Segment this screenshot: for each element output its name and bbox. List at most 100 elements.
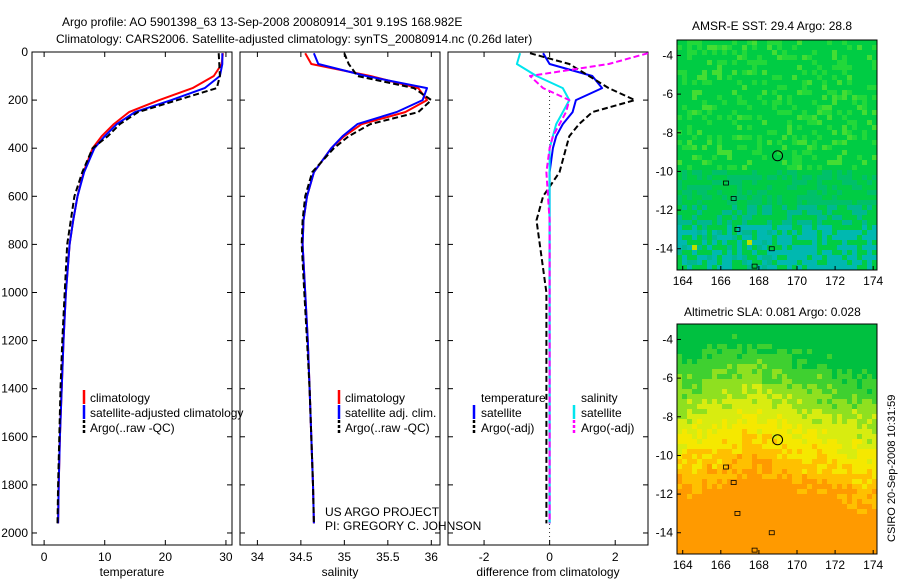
map-cell (812, 339, 818, 345)
map-cell (722, 424, 728, 430)
map-cell (817, 494, 823, 500)
map-cell (787, 479, 793, 485)
map-cell (702, 200, 708, 206)
map-cell (787, 409, 793, 415)
map-cell (687, 404, 693, 410)
map-cell (837, 55, 843, 61)
map-cell (837, 544, 843, 550)
map-cell (787, 45, 793, 51)
map-cell (762, 354, 768, 360)
map-cell (722, 65, 728, 71)
map-cell (872, 95, 878, 101)
map-cell (837, 494, 843, 500)
map-cell (817, 175, 823, 181)
map-cell (747, 45, 753, 51)
map-cell (762, 220, 768, 226)
map-cell (742, 155, 748, 161)
map-cell (827, 404, 833, 410)
map-cell (852, 539, 858, 545)
map-cell (787, 384, 793, 390)
project-note-line2: PI: GREGORY C. JOHNSON (325, 519, 481, 533)
map-cell (842, 504, 848, 510)
map-cell (737, 354, 743, 360)
map-cell (777, 524, 783, 530)
map-cell (772, 389, 778, 395)
map-cell (702, 344, 708, 350)
map-cell (707, 424, 713, 430)
map-cell (702, 534, 708, 540)
map-cell (797, 524, 803, 530)
map-cell (802, 235, 808, 241)
map-cell (682, 190, 688, 196)
map-cell (767, 499, 773, 505)
map-cell (742, 175, 748, 181)
map-cell (732, 220, 738, 226)
map-cell (677, 504, 683, 510)
map-cell (852, 90, 858, 96)
map-cell (697, 135, 703, 141)
map-cell (792, 155, 798, 161)
map-cell (717, 230, 723, 236)
map-cell (842, 549, 848, 555)
map-cell (817, 489, 823, 495)
map-cell (857, 225, 863, 231)
map-cell (742, 534, 748, 540)
map-cell (782, 404, 788, 410)
map-cell (762, 185, 768, 191)
map-cell (867, 419, 873, 425)
map-cell (812, 55, 818, 61)
map-cell (687, 459, 693, 465)
map-cell (837, 489, 843, 495)
map-cell (862, 459, 868, 465)
map-cell (767, 489, 773, 495)
map-cell (837, 255, 843, 261)
map-cell (832, 379, 838, 385)
map-cell (682, 424, 688, 430)
map-cell (827, 200, 833, 206)
map-cell (747, 175, 753, 181)
map-cell (762, 489, 768, 495)
map-cell (782, 245, 788, 251)
map-cell (867, 200, 873, 206)
map-cell (837, 499, 843, 505)
map-cell (677, 175, 683, 181)
map-cell (832, 324, 838, 330)
map-cell (792, 449, 798, 455)
x-axis-label: salinity (322, 565, 359, 579)
map-cell (697, 329, 703, 335)
map-cell (827, 75, 833, 81)
map-cell (702, 419, 708, 425)
map-cell (767, 509, 773, 515)
map-cell (687, 434, 693, 440)
map-cell (757, 260, 763, 266)
map-cell (697, 414, 703, 420)
map-cell (752, 50, 758, 56)
map-cell (782, 40, 788, 46)
map-cell (772, 190, 778, 196)
map-cell (712, 474, 718, 480)
map-cell (687, 230, 693, 236)
map-cell (702, 235, 708, 241)
island-outline (730, 196, 737, 201)
map-cell (692, 549, 698, 555)
map-cell (682, 85, 688, 91)
map-cell (712, 539, 718, 545)
map-cell (697, 364, 703, 370)
map-cell (717, 190, 723, 196)
map-cell (872, 50, 878, 56)
map-cell (862, 180, 868, 186)
map-cell (697, 544, 703, 550)
map-cell (687, 225, 693, 231)
map-cell (857, 250, 863, 256)
map-cell (832, 105, 838, 111)
map-cell (737, 394, 743, 400)
map-cell (737, 220, 743, 226)
map-cell (737, 334, 743, 340)
map-cell (777, 384, 783, 390)
map-cell (802, 185, 808, 191)
map-cell (787, 419, 793, 425)
map-cell (822, 399, 828, 405)
map-cell (732, 150, 738, 156)
map-cell (797, 529, 803, 535)
map-cell (822, 55, 828, 61)
